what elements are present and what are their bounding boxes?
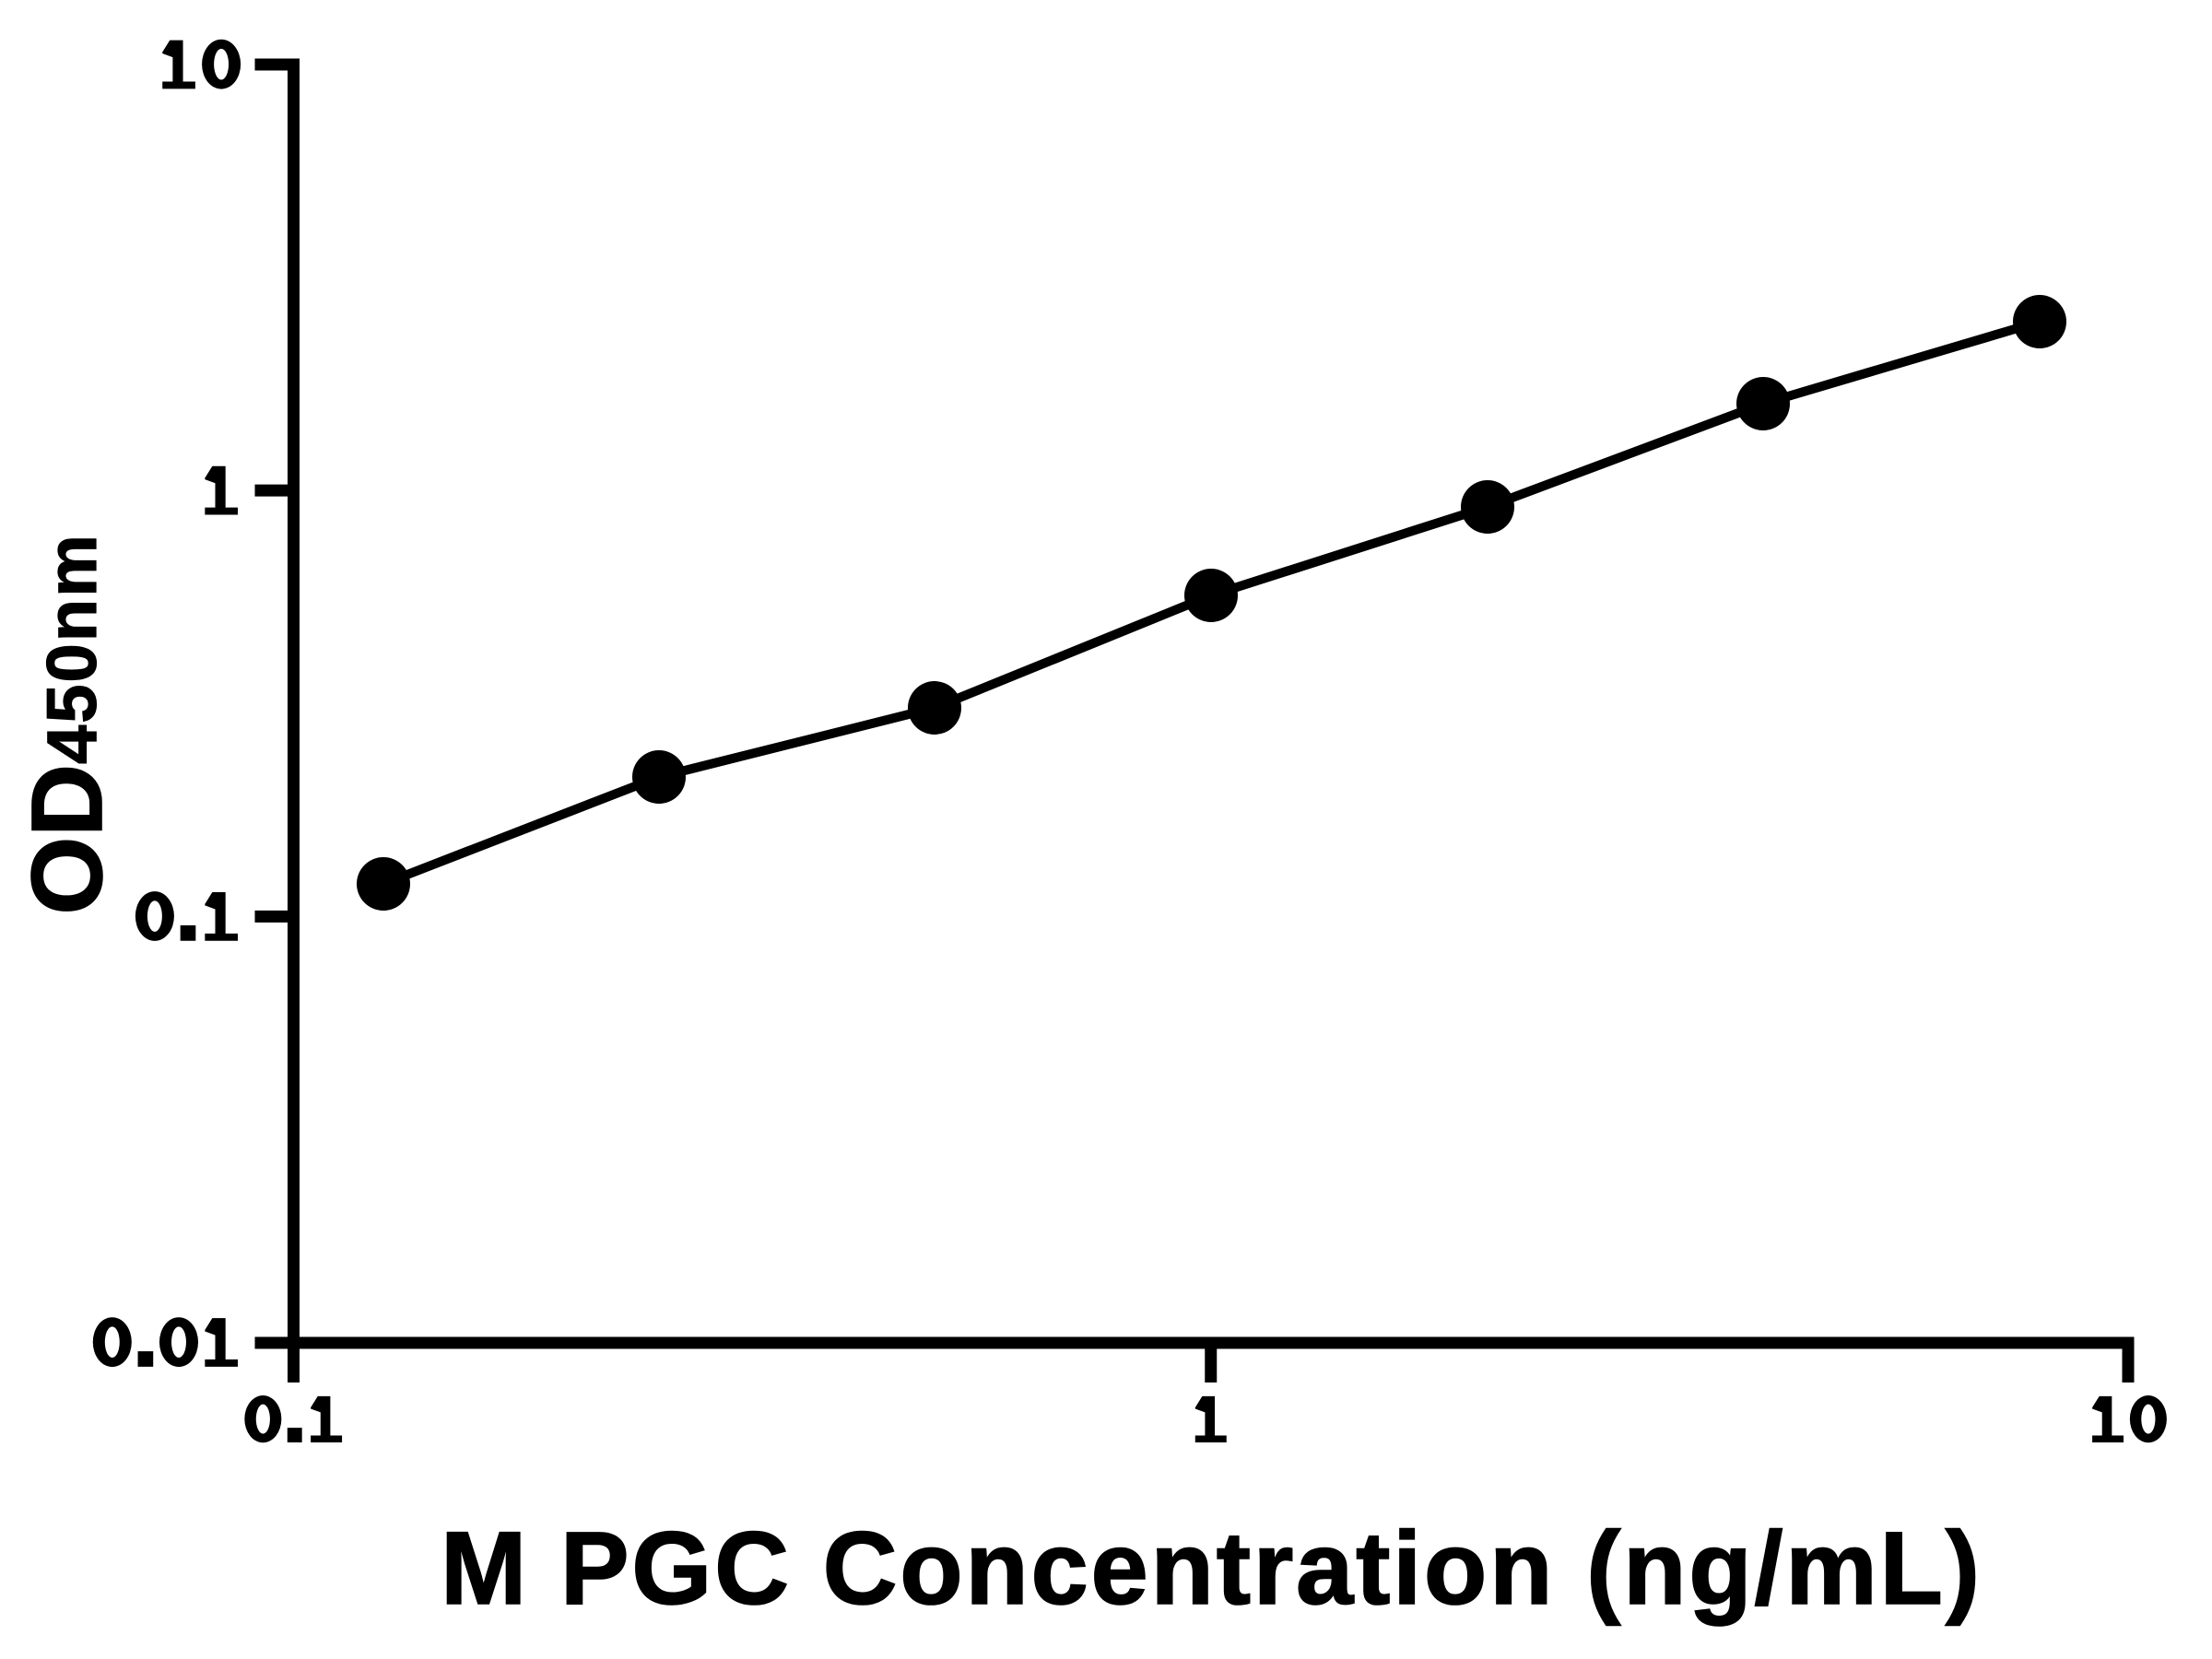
svg-text:OD: OD [11,764,124,915]
svg-text:M PGC Concentration (ng/mL): M PGC Concentration (ng/mL) [441,1511,1980,1626]
svg-text:450nm: 450nm [33,533,112,764]
